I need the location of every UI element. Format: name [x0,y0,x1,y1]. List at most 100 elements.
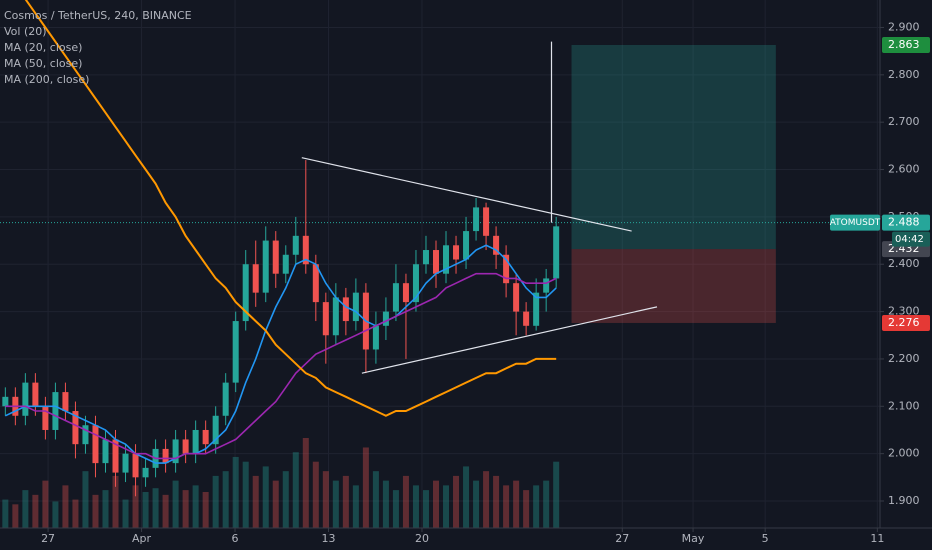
plot-area [0,0,880,528]
y-tick-label: 2.400 [888,257,920,270]
volume-bar [402,475,409,528]
candle-body [22,382,29,416]
candle-body [62,392,69,412]
volume-bar [312,461,319,528]
volume-bar [2,499,9,528]
volume-bar [342,475,349,528]
y-tick-label: 2.000 [888,447,920,460]
volume-bar [202,492,209,528]
y-tick-label: 2.900 [888,20,920,33]
volume-bar [62,485,69,528]
volume-bar [112,475,119,528]
last-price-tag-bg [882,214,930,231]
volume-label: Vol (20) [4,25,47,38]
volume-bar [282,471,289,528]
x-tick-label: 27 [41,532,55,545]
x-tick-label: May [682,532,705,545]
candle-body [172,439,179,464]
volume-bar [152,488,159,528]
candle-body [432,250,439,274]
candle-body [503,254,510,284]
volume-bar [162,494,169,528]
volume-bar [222,471,229,528]
candle-body [292,235,299,255]
candle-body [92,425,99,464]
ma-line [4,244,557,464]
candle-body [192,429,199,454]
candle-body [282,254,289,274]
volume-bar [242,461,249,528]
volume-bar [503,485,510,528]
candle-body [422,250,429,265]
candle-body [463,231,470,260]
legend-entry: MA (20, close) [4,41,82,54]
trendline [301,157,632,232]
volume-bar [473,480,480,528]
volume-bar [322,471,329,528]
candle-body [102,439,109,464]
candle-body [523,311,530,326]
stop-price-tag-bg [882,314,930,331]
candle-body [202,429,209,445]
volume-bar [483,471,490,528]
volume-bar [513,480,520,528]
candle-body [412,264,419,303]
y-tick-label: 2.600 [888,163,920,176]
volume-bar [232,456,239,528]
y-tick-label: 1.900 [888,494,920,507]
volume-bar [122,499,129,528]
legend-entry: MA (200, close) [4,73,89,86]
candle-body [262,240,269,293]
y-tick-label: 2.700 [888,115,920,128]
x-tick-label: 11 [870,532,884,545]
volume-bar [142,492,149,528]
volume-bar [42,480,49,528]
last-price-tag: 2.488 [888,216,920,229]
candle-body [352,292,359,322]
candle-body [342,297,349,322]
candle-body [232,321,239,383]
ma-line [5,272,557,460]
candle-body [112,439,119,473]
volume-bar [182,490,189,528]
symbol-tag: ATOMUSDT [830,218,881,228]
volume-bar [422,490,429,528]
volume-bar [32,494,39,528]
candle-body [162,448,169,464]
candle-body [312,264,319,303]
target-price-tag-bg [882,36,930,53]
candle-body [212,415,219,445]
candle-body [322,302,329,336]
volume-bar [272,480,279,528]
volume-bar [533,485,540,528]
candle-body [302,235,309,265]
x-tick-label: Apr [132,532,152,545]
x-tick-label: 13 [321,532,335,545]
volume-bar [392,490,399,528]
candle-body [132,453,139,478]
volume-bar [262,466,269,528]
candle-body [402,283,409,303]
candle-body [453,245,460,260]
candle-body [122,453,129,473]
candle-body [2,396,9,407]
candle-body [473,207,480,232]
volume-bar [443,485,450,528]
chart-title: Cosmos / TetherUS, 240, BINANCE [4,9,192,22]
x-tick-label: 20 [415,532,429,545]
legend: Cosmos / TetherUS, 240, BINANCE Vol (20)… [4,9,192,86]
candle-body [392,283,399,312]
volume-bar [252,475,259,528]
candle-body [72,411,79,445]
volume-bar [12,504,19,528]
candle-body [252,264,259,293]
volume-bar [92,494,99,528]
symbol-tag-bg [830,214,880,231]
candle-body [513,283,520,312]
volume-bar [302,438,309,528]
candle-body [142,467,149,478]
y-tick-label: 2.800 [888,68,920,81]
candle-body [42,406,49,430]
candle-body [382,311,389,326]
